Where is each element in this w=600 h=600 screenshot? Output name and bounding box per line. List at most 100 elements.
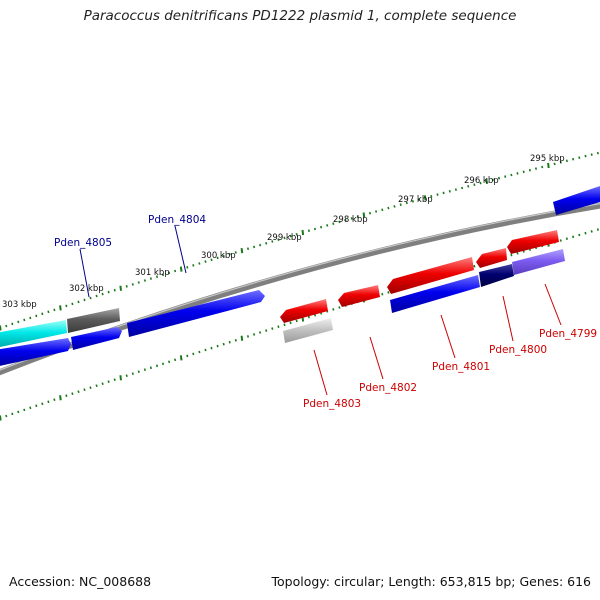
gene-label-pden-4799: Pden_4799	[539, 328, 597, 340]
outer-minor-tick	[216, 256, 219, 260]
outer-minor-tick	[53, 308, 56, 312]
outer-minor-tick	[510, 173, 513, 177]
outer-minor-tick	[149, 277, 152, 280]
outer-minor-tick	[222, 254, 225, 258]
outer-minor-tick	[259, 243, 262, 247]
inner-minor-tick	[381, 292, 384, 296]
inner-minor-tick	[584, 231, 587, 235]
outer-minor-tick	[411, 199, 414, 203]
inner-minor-tick	[295, 319, 298, 323]
outer-minor-tick	[497, 176, 501, 180]
outer-minor-tick	[198, 262, 201, 265]
outer-minor-tick	[534, 167, 538, 170]
inner-minor-tick	[332, 308, 335, 311]
outer-minor-tick	[467, 184, 470, 188]
inner-minor-tick	[210, 346, 213, 350]
outer-minor-tick	[47, 310, 50, 314]
outer-minor-tick	[307, 229, 310, 233]
leader-pden-4804	[174, 225, 187, 274]
outer-minor-tick	[41, 312, 44, 316]
inner-minor-tick	[387, 291, 390, 294]
inner-minor-tick	[271, 327, 274, 330]
outer-minor-tick	[295, 232, 298, 236]
leader-pden-4802	[369, 336, 384, 380]
gene-label-pden-4805: Pden_4805	[54, 237, 112, 249]
inner-major-tick	[0, 415, 2, 421]
outer-minor-tick	[338, 220, 341, 224]
outer-minor-tick	[368, 211, 372, 215]
outer-major-tick	[119, 285, 122, 291]
outer-minor-tick	[23, 318, 26, 322]
tick-label-299kbp: 299 kbp	[267, 233, 302, 243]
outer-minor-tick	[168, 271, 171, 275]
inner-minor-tick	[168, 360, 171, 364]
leader-pden-4803	[313, 349, 328, 396]
outer-minor-tick	[565, 159, 568, 163]
inner-minor-tick	[77, 390, 80, 394]
tick-label-298kbp: 298 kbp	[333, 215, 368, 225]
topology-stats-text: Topology: circular; Length: 653,815 bp; …	[271, 574, 592, 589]
tick-label-300kbp: 300 kbp	[201, 251, 236, 261]
outer-minor-tick	[71, 302, 74, 306]
inner-minor-tick	[516, 251, 519, 255]
outer-minor-tick	[95, 294, 98, 298]
outer-minor-tick	[228, 252, 231, 256]
outer-minor-tick	[83, 298, 86, 302]
gene-pden-4803	[280, 299, 328, 323]
gene-lightgray	[283, 318, 333, 343]
outer-minor-tick	[541, 165, 544, 169]
inner-minor-tick	[131, 372, 134, 376]
outer-minor-tick	[418, 198, 421, 201]
tick-label-297kbp: 297 kbp	[398, 195, 433, 205]
outer-minor-tick	[125, 284, 128, 288]
outer-minor-tick	[101, 292, 104, 296]
gene-features	[0, 186, 600, 366]
inner-minor-tick	[578, 233, 581, 237]
inner-minor-tick	[47, 400, 50, 404]
label-leader-lines	[79, 225, 562, 396]
inner-minor-tick	[155, 364, 159, 368]
inner-minor-tick	[265, 329, 268, 332]
inner-major-tick	[240, 335, 244, 341]
inner-minor-tick	[246, 335, 250, 338]
leader-pden-4800	[502, 295, 514, 342]
inner-minor-tick	[234, 338, 237, 342]
outer-minor-tick	[584, 154, 587, 158]
outer-minor-tick	[454, 188, 457, 191]
inner-minor-tick	[253, 333, 256, 336]
inner-minor-tick	[283, 323, 286, 327]
outer-minor-tick	[192, 264, 195, 267]
outer-minor-tick	[186, 265, 189, 269]
outer-minor-tick	[522, 170, 525, 174]
inner-minor-tick	[572, 235, 575, 239]
outer-minor-tick	[210, 258, 213, 262]
inner-minor-tick	[510, 253, 513, 257]
outer-minor-tick	[253, 245, 256, 249]
inner-minor-tick	[53, 398, 56, 402]
inner-minor-tick	[222, 342, 225, 346]
gene-label-pden-4803: Pden_4803	[303, 398, 361, 410]
inner-minor-tick	[192, 352, 195, 356]
leader-pden-4799	[544, 283, 562, 326]
gene-label-pden-4804: Pden_4804	[148, 214, 206, 226]
outer-minor-tick	[5, 324, 8, 328]
inner-minor-tick	[65, 394, 68, 398]
outer-minor-tick	[65, 304, 68, 308]
outer-minor-tick	[11, 322, 14, 326]
outer-minor-tick	[356, 215, 359, 219]
gene-pden-4804	[127, 290, 265, 337]
outer-minor-tick	[313, 227, 317, 231]
outer-minor-tick	[350, 217, 353, 220]
accession-text: Accession: NC_008688	[9, 574, 152, 589]
outer-major-tick	[301, 229, 305, 236]
outer-minor-tick	[131, 283, 134, 286]
gene-label-pden-4802: Pden_4802	[359, 382, 417, 394]
outer-minor-tick	[113, 288, 116, 292]
outer-minor-tick	[590, 153, 593, 156]
outer-minor-tick	[375, 210, 378, 213]
outer-minor-tick	[326, 224, 329, 227]
outer-minor-tick	[572, 157, 575, 161]
inner-minor-tick	[137, 370, 140, 374]
inner-minor-tick	[289, 321, 292, 325]
outer-minor-tick	[381, 208, 384, 212]
